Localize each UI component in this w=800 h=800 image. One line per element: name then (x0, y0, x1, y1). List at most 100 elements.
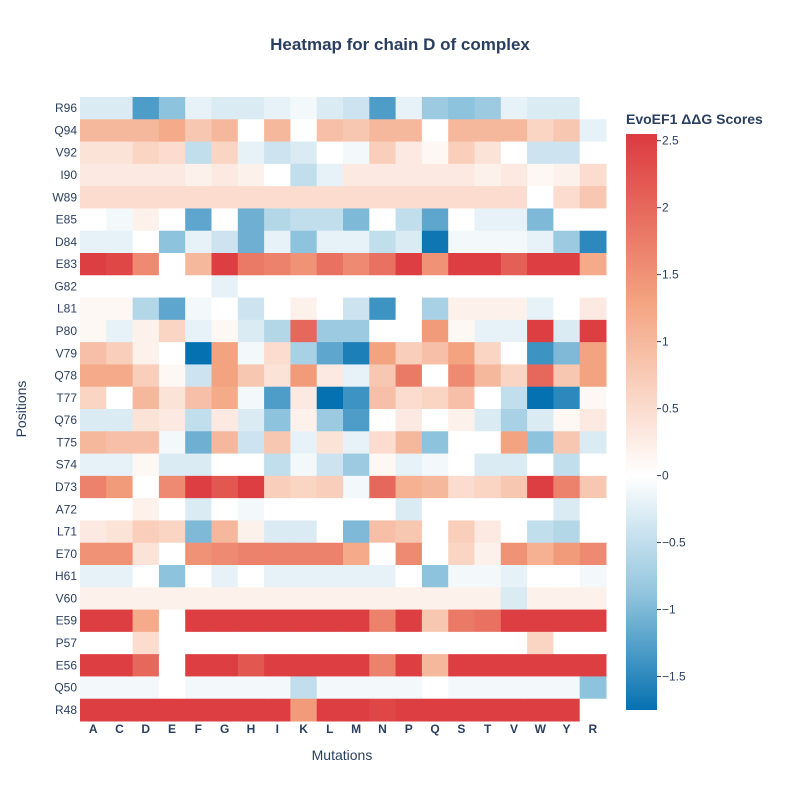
heatmap-cell-E59-I (264, 609, 291, 633)
heatmap-cell-A72-F (185, 498, 212, 521)
heatmap-cell-Q94-P (395, 119, 423, 143)
heatmap-cell-D84-S (448, 230, 475, 254)
heatmap-cell-Q94-M (343, 119, 370, 143)
x-tick-label: C (115, 722, 124, 736)
heatmap-cell-Q94-A (80, 119, 107, 143)
heatmap-cell-L71-Q (421, 520, 449, 544)
heatmap-cell-T77-T (474, 386, 502, 410)
heatmap-cell-L71-D (132, 520, 160, 544)
heatmap-cell-T77-Q (421, 386, 449, 410)
heatmap-cell-V60-V (500, 587, 528, 611)
heatmap-cell-V60-K (290, 587, 318, 611)
x-tick-label: T (484, 722, 492, 736)
heatmap-cell-W89-Q (421, 186, 449, 209)
y-tick-label: W89 (52, 190, 77, 204)
x-tick-label: L (326, 722, 333, 736)
heatmap-cell-Q76-R (579, 409, 607, 432)
heatmap-cell-S74-D (132, 453, 160, 477)
heatmap-cell-S74-S (448, 453, 475, 477)
heatmap-cell-D73-S (448, 475, 475, 499)
heatmap-cell-E83-K (290, 253, 318, 276)
heatmap-cell-I90-E (158, 163, 186, 187)
heatmap-cell-V79-T (474, 342, 502, 365)
heatmap-cell-Q50-T (474, 676, 502, 700)
heatmap-cell-V60-W (527, 587, 554, 611)
heatmap-cell-G82-N (369, 275, 397, 299)
heatmap-cell-D84-N (369, 230, 397, 254)
heatmap-cell-I90-W (527, 163, 554, 187)
heatmap-cell-E59-N (369, 609, 397, 633)
heatmap-cell-Q94-Q (421, 119, 449, 143)
y-tick-label: R96 (55, 101, 77, 115)
heatmap-cell-E59-Y (553, 609, 581, 633)
heatmap-cell-T75-V (500, 431, 528, 455)
heatmap-cell-Q76-C (106, 409, 134, 432)
heatmap-cell-T77-S (448, 386, 475, 410)
heatmap-cell-P80-C (106, 319, 134, 343)
heatmap-cell-G82-E (158, 275, 186, 299)
heatmap-cell-E70-E (158, 542, 186, 566)
heatmap-cell-V92-D (132, 141, 160, 165)
heatmap-cell-E59-W (527, 609, 554, 633)
y-tick-label: T77 (56, 391, 77, 405)
heatmap-cell-S74-T (474, 453, 502, 477)
heatmap-cell-T77-N (369, 386, 397, 410)
heatmap-cell-V79-N (369, 342, 397, 365)
heatmap-cell-P57-K (290, 631, 318, 655)
heatmap-cell-R48-P (395, 698, 423, 722)
heatmap-cell-Q76-T (474, 409, 502, 432)
heatmap-cell-R48-M (343, 698, 370, 722)
heatmap-cell-P80-K (290, 319, 318, 343)
heatmap-cell-P57-V (500, 631, 528, 655)
heatmap-cell-G82-L (316, 275, 344, 299)
heatmap-cell-Q94-I (264, 119, 291, 143)
heatmap-cell-Q76-M (343, 409, 370, 432)
heatmap-cell-Q78-L (316, 364, 344, 388)
heatmap-cell-H61-Q (421, 565, 449, 588)
heatmap-cell-G82-R (579, 275, 607, 299)
heatmap-cell-E83-M (343, 253, 370, 276)
heatmap-cell-T77-L (316, 386, 344, 410)
heatmap-cell-W89-E (158, 186, 186, 209)
heatmap-cell-P80-A (80, 319, 107, 343)
heatmap-cell-A72-R (579, 498, 607, 521)
heatmap-cell-G82-M (343, 275, 370, 299)
y-tick-label: E85 (56, 213, 78, 227)
heatmap-cell-E56-I (264, 654, 291, 677)
heatmap-cell-E83-R (579, 253, 607, 276)
heatmap-cell-E59-E (158, 609, 186, 633)
y-tick-label: E83 (56, 257, 78, 271)
heatmap-cell-V79-Q (421, 342, 449, 365)
y-tick-label: Q78 (54, 369, 77, 383)
y-tick-label: T75 (56, 435, 77, 449)
heatmap-cell-T75-T (474, 431, 502, 455)
colorbar-tick-label: 0 (662, 469, 669, 483)
heatmap-cell-I90-M (343, 163, 370, 187)
heatmap-cell-L81-W (527, 297, 554, 321)
heatmap-cell-R48-A (80, 698, 107, 722)
heatmap-cell-Q94-T (474, 119, 502, 143)
heatmap-cell-R96-K (290, 97, 318, 120)
heatmap-cell-V92-T (474, 141, 502, 165)
heatmap-cell-R48-I (264, 698, 291, 722)
heatmap-cell-T75-P (395, 431, 423, 455)
heatmap-cell-Q50-S (448, 676, 475, 700)
heatmap-cell-L81-K (290, 297, 318, 321)
heatmap-cell-I90-G (211, 163, 239, 187)
heatmap-cell-Q78-P (395, 364, 423, 388)
heatmap-cell-W89-A (80, 186, 107, 209)
heatmap-cell-V60-A (80, 587, 107, 611)
heatmap-cell-Q78-W (527, 364, 554, 388)
heatmap-cell-A72-C (106, 498, 134, 521)
heatmap-cell-V92-K (290, 141, 318, 165)
heatmap-cell-E85-W (527, 208, 554, 232)
heatmap-cell-V60-I (264, 587, 291, 611)
heatmap-cell-A72-P (395, 498, 423, 521)
x-tick-label: W (535, 722, 547, 736)
heatmap-cell-P57-E (158, 631, 186, 655)
heatmap-cell-Q76-L (316, 409, 344, 432)
heatmap-cell-P80-D (132, 319, 160, 343)
heatmap-cell-E56-S (448, 654, 475, 677)
heatmap-cell-V92-Q (421, 141, 449, 165)
heatmap-cell-E56-E (158, 654, 186, 677)
